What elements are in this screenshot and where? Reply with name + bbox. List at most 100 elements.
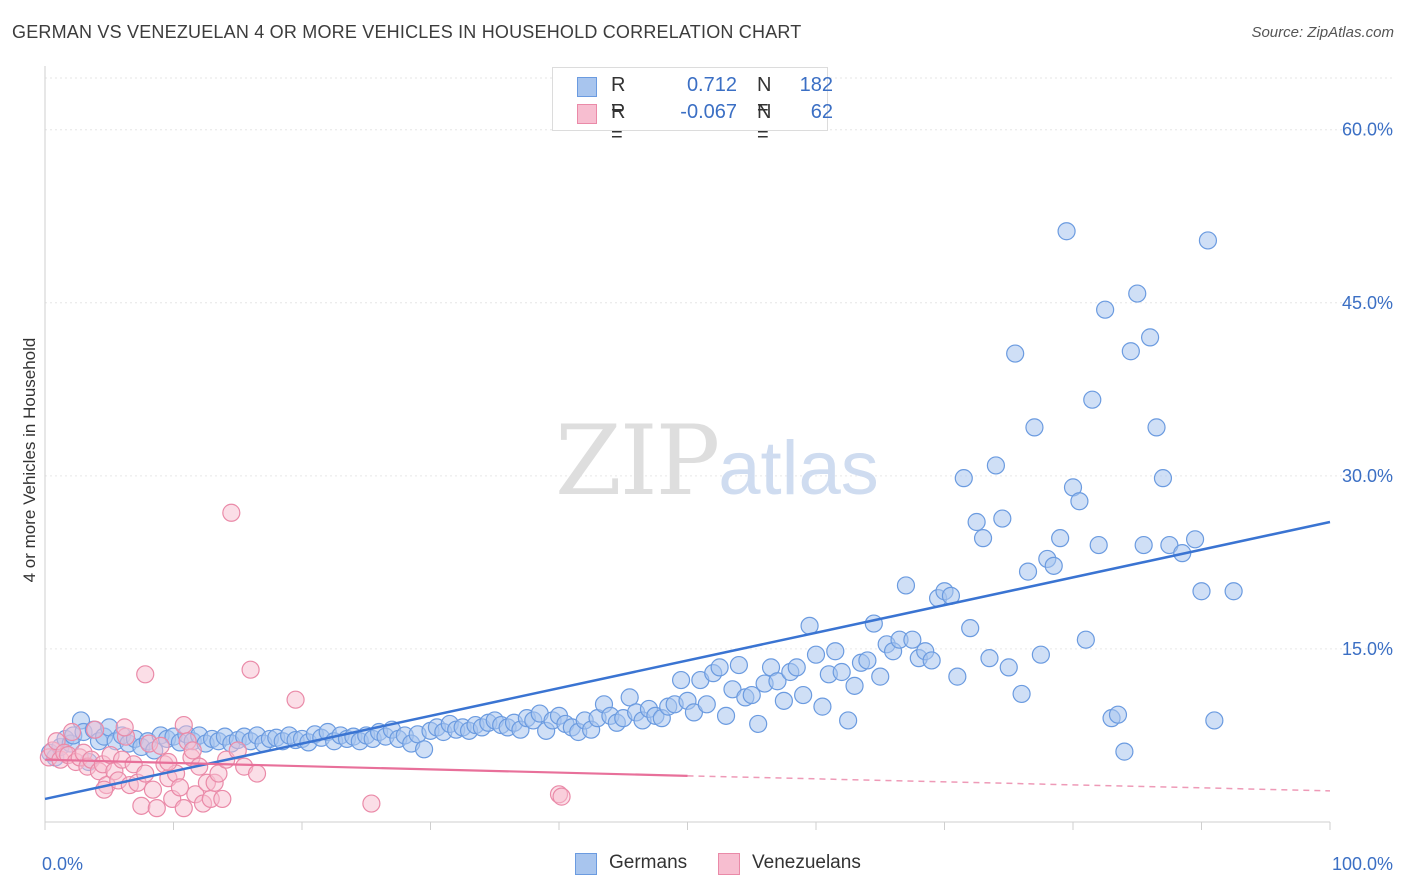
germans-point	[1121, 342, 1140, 361]
germans-point	[986, 456, 1006, 475]
germans-point	[1147, 418, 1166, 437]
venezuelans-trend-line	[44, 758, 688, 777]
germans-point	[832, 662, 851, 682]
venezuelans-point	[115, 718, 134, 737]
correlation-legend: R = 0.712 N = 182 R = -0.067 N = 62	[552, 67, 833, 146]
germans-point	[1224, 582, 1243, 601]
x-tick-label: 100.0%	[1332, 854, 1393, 874]
germans-point	[871, 667, 890, 686]
legend-r-value: -0.067	[680, 101, 737, 123]
germans-point	[826, 642, 845, 661]
venezuelans-point	[174, 799, 193, 818]
germans-point	[787, 658, 806, 677]
germans-point	[1096, 300, 1115, 319]
germans-point	[729, 655, 749, 675]
germans-point	[414, 740, 434, 759]
germans-point	[845, 676, 864, 695]
germans-point	[839, 711, 858, 730]
source-label: Source: ZipAtlas.com	[1251, 24, 1394, 41]
germans-point	[1012, 684, 1031, 704]
watermark-atlas: atlas	[718, 426, 879, 511]
germans-point	[993, 509, 1012, 528]
germans-point	[896, 576, 916, 595]
chart-title: GERMAN VS VENEZUELAN 4 OR MORE VEHICLES …	[12, 22, 802, 42]
germans-point	[1140, 328, 1160, 347]
germans-point	[1153, 469, 1173, 488]
venezuelans-point	[174, 715, 193, 735]
germans-point	[1160, 535, 1179, 555]
legend-r-label: R =	[611, 101, 626, 146]
legend-swatch-germans	[577, 77, 597, 97]
venezuelans-point	[170, 778, 190, 797]
venezuelans-point	[247, 764, 267, 783]
y-tick-label: 45.0%	[1342, 293, 1393, 313]
germans-point	[697, 695, 716, 714]
germans-point	[1192, 582, 1211, 601]
watermark-zip: ZIP	[555, 405, 720, 517]
tick-labels: 15.0% 30.0% 45.0% 60.0% 0.0% 100.0%	[42, 120, 1393, 874]
venezuelans-point	[241, 660, 260, 679]
germans-point	[1198, 231, 1218, 250]
germans-point	[1083, 390, 1102, 409]
germans-point	[1051, 529, 1070, 548]
y-axis-label: 4 or more Vehicles in Household	[20, 337, 39, 583]
germans-point	[1057, 222, 1076, 241]
trend-lines	[44, 520, 1331, 801]
germans-point	[858, 651, 877, 670]
germans-point	[723, 680, 742, 699]
legend-n-value: 62	[810, 101, 833, 123]
germans-point	[1108, 705, 1128, 724]
germans-point	[1089, 535, 1108, 555]
venezuelans-trend-extension	[687, 775, 1331, 792]
bottom-legend-swatch-venezuelans	[718, 853, 740, 875]
venezuelans-point	[86, 720, 105, 739]
legend-swatch-venezuelans	[577, 104, 597, 124]
x-tick-label: 0.0%	[42, 854, 83, 874]
germans-point	[1128, 284, 1147, 303]
axes	[44, 66, 1331, 830]
germans-point	[742, 685, 761, 705]
germans-point	[922, 651, 941, 670]
germans-point	[1185, 530, 1205, 549]
germans-point	[716, 706, 736, 725]
venezuelans-point	[213, 789, 232, 809]
y-tick-label: 30.0%	[1342, 466, 1393, 486]
germans-point	[684, 703, 704, 722]
germans-point	[806, 645, 826, 664]
legend-r-value: 0.712	[686, 74, 737, 96]
germans-point	[1044, 556, 1063, 575]
y-tick-label: 15.0%	[1342, 639, 1393, 659]
germans-point	[1025, 418, 1044, 437]
germans-trend-line	[44, 520, 1331, 801]
legend-r-label: R =	[611, 74, 626, 119]
germans-point	[1134, 535, 1153, 555]
germans-point	[768, 672, 787, 691]
germans-point	[1070, 492, 1089, 511]
y-tick-label: 60.0%	[1342, 120, 1393, 140]
venezuelans-point	[147, 799, 166, 818]
germans-point	[1205, 711, 1224, 730]
germans-point	[813, 697, 832, 716]
venezuelans-point	[286, 690, 305, 709]
germans-point	[1076, 630, 1095, 649]
germans-point	[980, 649, 999, 668]
germans-point	[948, 667, 967, 686]
germans-point	[1031, 645, 1050, 664]
germans-point	[903, 630, 922, 649]
legend-n-value: 182	[799, 74, 833, 96]
venezuelans-point	[552, 787, 571, 806]
bottom-legend-swatch-germans	[575, 853, 597, 875]
germans-point	[961, 619, 980, 638]
grid-lines	[45, 77, 1392, 650]
venezuelans-point	[132, 796, 151, 815]
germans-point	[864, 614, 883, 633]
germans-point	[1018, 562, 1038, 581]
legend-n-label: N =	[757, 101, 772, 146]
venezuelans-point	[222, 503, 241, 522]
germans-point	[973, 529, 993, 548]
venezuelans-point	[183, 741, 202, 760]
germans-point	[620, 688, 639, 707]
bottom-legend-label: Germans	[609, 852, 688, 873]
germans-point	[749, 714, 768, 734]
